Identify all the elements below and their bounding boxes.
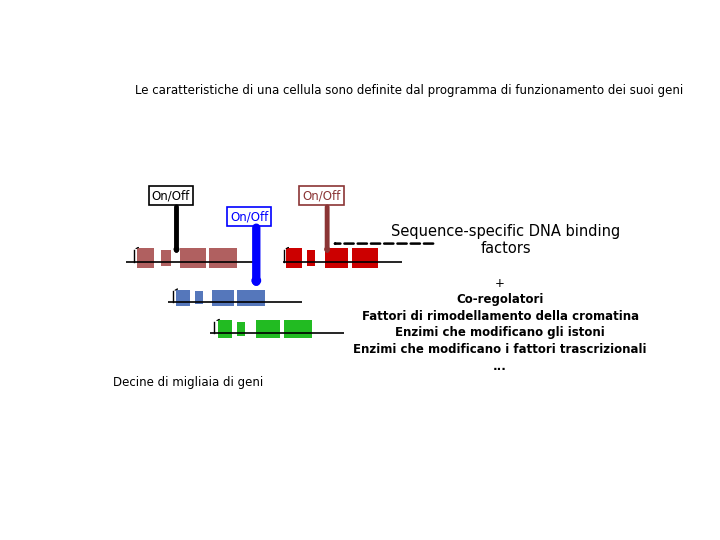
Bar — [218, 320, 233, 338]
Text: On/Off: On/Off — [230, 210, 268, 223]
Bar — [256, 320, 279, 338]
Bar — [181, 248, 205, 268]
Text: On/Off: On/Off — [302, 190, 341, 202]
Bar — [351, 248, 379, 268]
Text: Enzimi che modificano gli istoni: Enzimi che modificano gli istoni — [395, 327, 605, 340]
Text: +: + — [495, 276, 505, 289]
Text: Co-regolatori: Co-regolatori — [456, 293, 544, 306]
Bar — [209, 248, 237, 268]
Bar — [325, 248, 348, 268]
Text: Decine di migliaia di geni: Decine di migliaia di geni — [112, 376, 263, 389]
Text: ...: ... — [493, 360, 507, 373]
Bar — [212, 290, 234, 306]
Bar — [237, 321, 245, 336]
Bar — [161, 250, 171, 266]
Bar — [284, 320, 312, 338]
Bar — [307, 250, 315, 266]
Bar — [138, 248, 154, 268]
Text: On/Off: On/Off — [152, 190, 190, 202]
Bar — [176, 290, 190, 306]
Text: Sequence-specific DNA binding
factors: Sequence-specific DNA binding factors — [391, 224, 621, 256]
Bar — [195, 292, 203, 304]
Bar — [287, 248, 302, 268]
Bar — [238, 290, 265, 306]
Text: Enzimi che modificano i fattori trascrizionali: Enzimi che modificano i fattori trascriz… — [354, 343, 647, 356]
Text: Le caratteristiche di una cellula sono definite dal programma di funzionamento d: Le caratteristiche di una cellula sono d… — [135, 84, 683, 97]
Text: Fattori di rimodellamento della cromatina: Fattori di rimodellamento della cromatin… — [361, 310, 639, 323]
